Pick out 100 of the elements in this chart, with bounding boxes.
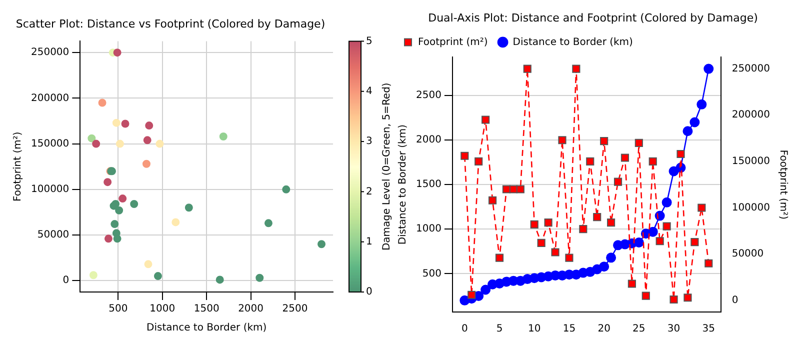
y2-tick-label: 200000 <box>732 110 770 121</box>
point <box>551 248 560 256</box>
point <box>662 222 671 230</box>
point <box>662 197 672 208</box>
x-tick-label: 15 <box>562 324 576 335</box>
point <box>104 178 112 186</box>
point <box>593 212 602 222</box>
point <box>145 122 154 130</box>
y-tick-label: 50000 <box>37 230 70 241</box>
point <box>143 136 152 144</box>
point <box>600 137 608 146</box>
point <box>676 150 685 158</box>
point <box>634 238 644 248</box>
x-tick-label: 1000 <box>150 304 176 315</box>
x-axis-title: Distance to Border (km) <box>146 322 267 334</box>
point <box>656 237 664 246</box>
point <box>516 185 524 194</box>
point <box>544 218 552 227</box>
point <box>537 238 546 248</box>
x-tick-label: 500 <box>108 304 128 315</box>
point <box>684 294 692 302</box>
color-bar-label: 5 <box>366 36 372 47</box>
point <box>219 132 228 141</box>
point <box>586 157 594 166</box>
point <box>142 160 150 168</box>
point <box>482 116 490 124</box>
point <box>530 220 538 228</box>
point <box>154 272 162 280</box>
color-bar-label: 1 <box>366 236 372 248</box>
point <box>89 271 98 280</box>
point <box>144 260 152 268</box>
x-tick-label: 30 <box>667 324 680 335</box>
point <box>648 226 658 237</box>
point <box>116 140 124 148</box>
y-tick-label: 100000 <box>30 184 70 195</box>
point <box>704 64 714 74</box>
point <box>480 284 491 295</box>
point <box>216 276 224 284</box>
point <box>118 194 127 203</box>
point <box>104 234 112 243</box>
point <box>98 98 106 107</box>
y-axis-title: Footprint (m²) <box>12 132 24 202</box>
point <box>523 64 532 73</box>
point <box>282 185 290 194</box>
y2-tick-label: 250000 <box>732 63 770 74</box>
point <box>88 134 96 142</box>
point <box>113 48 122 57</box>
point <box>565 254 574 262</box>
point <box>620 154 630 162</box>
point <box>468 290 476 299</box>
point <box>110 220 119 228</box>
legend-label: Distance to Border (km) <box>512 36 634 48</box>
point <box>115 206 124 214</box>
color-bar-label: 4 <box>366 86 372 97</box>
point <box>572 64 580 73</box>
x-tick-label: 10 <box>528 324 541 335</box>
color-bar-label: 2 <box>366 186 372 198</box>
point <box>92 140 100 148</box>
color-bar-title: Damage Level (0=Green, 5=Red) <box>382 82 393 251</box>
point <box>698 204 706 212</box>
point <box>628 280 636 288</box>
color-bar-label: 3 <box>366 136 372 148</box>
x-tick-label: 5 <box>496 324 503 335</box>
x-tick-label: 2000 <box>238 304 264 315</box>
chart-title: Scatter Plot: Distance vs Footprint (Colored by Damage) <box>16 17 326 30</box>
point <box>502 185 511 194</box>
point <box>599 262 610 272</box>
y2-tick-label: 50000 <box>732 248 764 260</box>
x-tick-label: 25 <box>632 324 646 335</box>
y-axis-title: Distance to Border (km) <box>398 124 409 245</box>
y-tick-label: 2500 <box>416 90 442 102</box>
point <box>670 295 678 304</box>
point <box>121 120 130 128</box>
point <box>112 118 120 127</box>
x-tick-label: 1500 <box>194 304 220 315</box>
y2-tick-label: 0 <box>732 295 738 306</box>
point <box>495 254 504 262</box>
color-bar-label: 0 <box>366 286 372 298</box>
legend-label: Footprint (m²) <box>418 36 488 48</box>
chart-title: Dual-Axis Plot: Distance and Footprint (Colored by Damage) <box>428 11 758 24</box>
point <box>607 218 616 227</box>
x-tick-label: 35 <box>702 324 715 335</box>
point <box>156 140 164 148</box>
point <box>704 259 713 268</box>
point <box>256 274 264 282</box>
point <box>474 157 483 166</box>
y-tick-label: 2000 <box>416 134 442 146</box>
y2-tick-label: 150000 <box>732 156 770 168</box>
x-tick-label: 20 <box>598 324 610 335</box>
y2-tick-label: 100000 <box>732 202 770 214</box>
point <box>488 196 497 204</box>
y-tick-label: 0 <box>62 275 70 286</box>
y2-axis-title: Footprint (m²) <box>777 150 788 220</box>
point <box>579 225 588 234</box>
y-tick-label: 150000 <box>30 138 70 150</box>
point <box>113 234 122 243</box>
point <box>509 185 518 194</box>
point <box>558 136 566 144</box>
point <box>690 117 700 128</box>
x-tick-label: 0 <box>461 324 468 335</box>
